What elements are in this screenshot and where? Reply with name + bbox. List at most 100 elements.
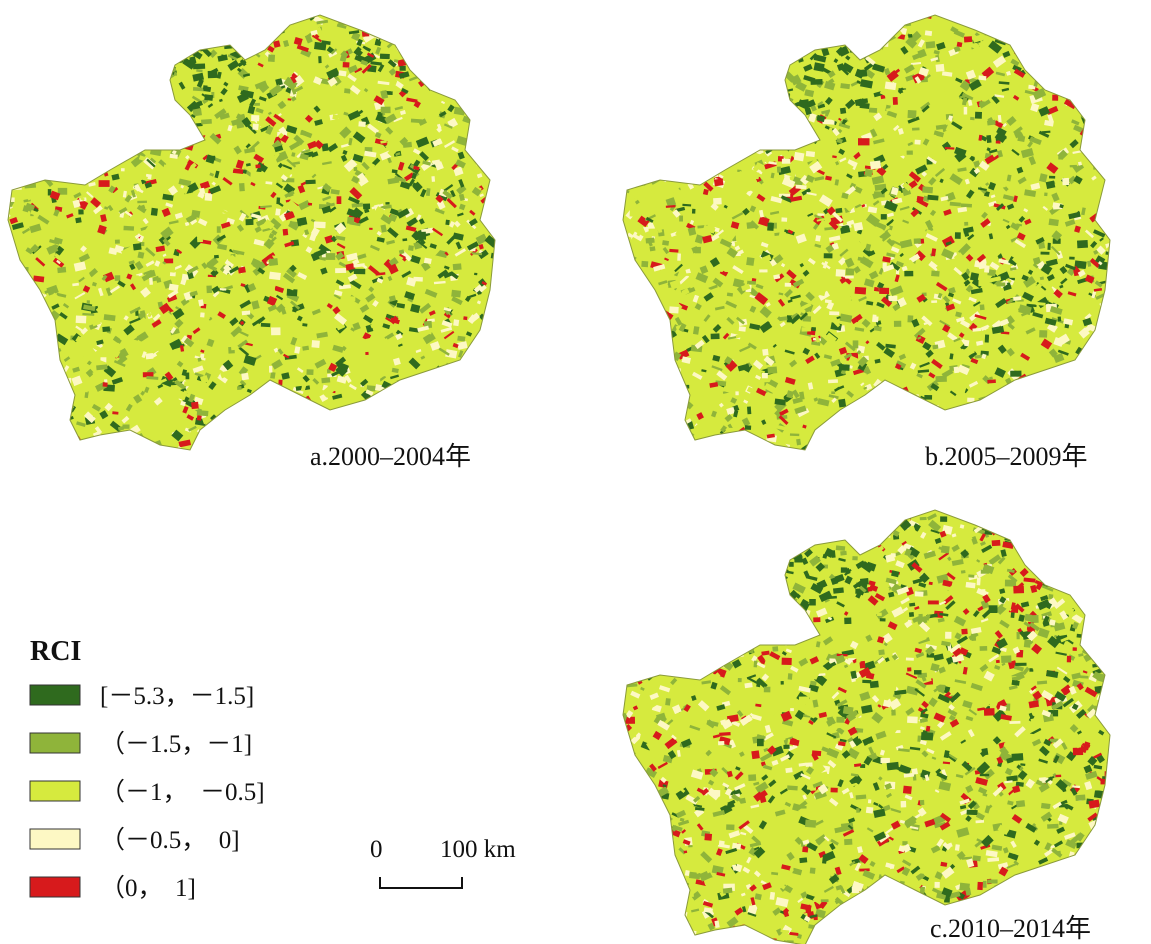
map-speckle xyxy=(829,311,839,315)
map-speckle xyxy=(1072,406,1080,413)
map-speckle xyxy=(1034,870,1040,874)
map-speckle xyxy=(302,323,307,326)
map-speckle xyxy=(698,627,706,634)
map-speckle xyxy=(992,540,1001,546)
map-speckle xyxy=(499,194,506,201)
map-speckle xyxy=(380,394,390,401)
map-speckle xyxy=(493,18,506,27)
map-speckle xyxy=(825,8,832,16)
map-speckle xyxy=(1065,377,1069,381)
map-speckle xyxy=(268,54,275,62)
map-speckle xyxy=(1044,23,1055,33)
map-speckle xyxy=(740,30,748,38)
map-speckle xyxy=(307,0,312,6)
map-speckle xyxy=(430,427,440,432)
map-speckle xyxy=(405,41,416,47)
map-speckle xyxy=(707,117,711,121)
map-speckle xyxy=(130,111,141,117)
map-speckle xyxy=(129,55,138,59)
map-speckle xyxy=(125,24,135,27)
map-speckle xyxy=(124,98,136,109)
map-speckle xyxy=(995,237,1004,240)
map-speckle xyxy=(914,443,917,446)
map-speckle xyxy=(360,0,371,9)
map-speckle xyxy=(436,431,448,440)
map-speckle xyxy=(88,42,95,45)
map-speckle xyxy=(979,432,986,440)
map-speckle xyxy=(1111,311,1119,314)
map-speckle xyxy=(32,408,40,413)
map-speckle xyxy=(1077,97,1084,104)
map-speckle xyxy=(244,440,252,448)
map-speckle xyxy=(92,55,97,60)
map-speckle xyxy=(187,0,199,6)
map-speckle xyxy=(133,243,142,250)
map-speckle xyxy=(681,139,688,147)
map-speckle xyxy=(738,33,749,40)
map-speckle xyxy=(1076,89,1085,94)
map-speckle xyxy=(617,823,623,831)
map-speckle xyxy=(640,892,645,899)
map-speckle xyxy=(923,3,928,10)
map-speckle xyxy=(924,411,933,415)
map-speckle xyxy=(647,913,657,921)
map-speckle xyxy=(853,904,862,911)
map-speckle xyxy=(1054,18,1063,27)
map-speckle xyxy=(108,30,119,32)
map-speckle xyxy=(630,338,638,346)
map-speckle xyxy=(1108,45,1117,51)
map-speckle xyxy=(621,75,633,84)
map-speckle xyxy=(623,632,632,642)
map-speckle xyxy=(1056,506,1067,516)
map-speckle xyxy=(406,50,412,56)
map-speckle xyxy=(462,75,468,81)
map-speckle xyxy=(1072,428,1084,438)
map-speckle xyxy=(401,393,412,401)
map-speckle xyxy=(337,196,342,204)
map-speckle xyxy=(1106,352,1114,356)
map-speckle xyxy=(776,33,787,39)
map-speckle xyxy=(767,562,776,570)
map-speckle xyxy=(46,107,55,115)
map-speckle xyxy=(616,773,623,780)
map-speckle xyxy=(487,129,494,136)
map-speckle xyxy=(397,409,404,414)
map-speckle xyxy=(1024,420,1034,428)
map-speckle xyxy=(674,172,678,176)
map-speckle xyxy=(303,449,310,458)
map-speckle xyxy=(630,54,636,59)
map-speckle xyxy=(628,144,633,150)
map-speckle xyxy=(828,379,838,383)
map-speckle xyxy=(890,450,898,458)
map-speckle xyxy=(778,0,788,7)
map-speckle xyxy=(308,4,318,9)
map-speckle xyxy=(1039,25,1052,36)
map-speckle xyxy=(1089,107,1099,113)
map-speckle xyxy=(964,222,968,226)
map-speckle xyxy=(1093,435,1104,438)
map-speckle xyxy=(1089,388,1099,394)
map-speckle xyxy=(273,392,284,401)
map-speckle xyxy=(777,101,789,110)
map-speckle xyxy=(52,147,59,151)
map-speckle xyxy=(906,441,913,448)
map-speckle xyxy=(495,163,506,174)
map-speckle xyxy=(1070,165,1077,168)
map-speckle xyxy=(14,281,25,291)
map-speckle xyxy=(46,127,50,131)
map-speckle xyxy=(137,201,147,204)
map-speckle xyxy=(56,80,67,85)
map-speckle xyxy=(490,283,497,291)
map-speckle xyxy=(645,320,658,333)
map-speckle xyxy=(936,423,945,432)
map-speckle xyxy=(692,209,696,214)
map-speckle xyxy=(682,41,690,48)
map-speckle xyxy=(248,8,258,16)
map-speckle xyxy=(927,195,938,201)
map-speckle xyxy=(136,1,144,9)
map-speckle xyxy=(1114,151,1125,155)
map-speckle xyxy=(40,48,49,55)
map-speckle xyxy=(900,456,908,464)
map-speckle xyxy=(986,135,991,143)
map-speckle xyxy=(835,2,846,13)
